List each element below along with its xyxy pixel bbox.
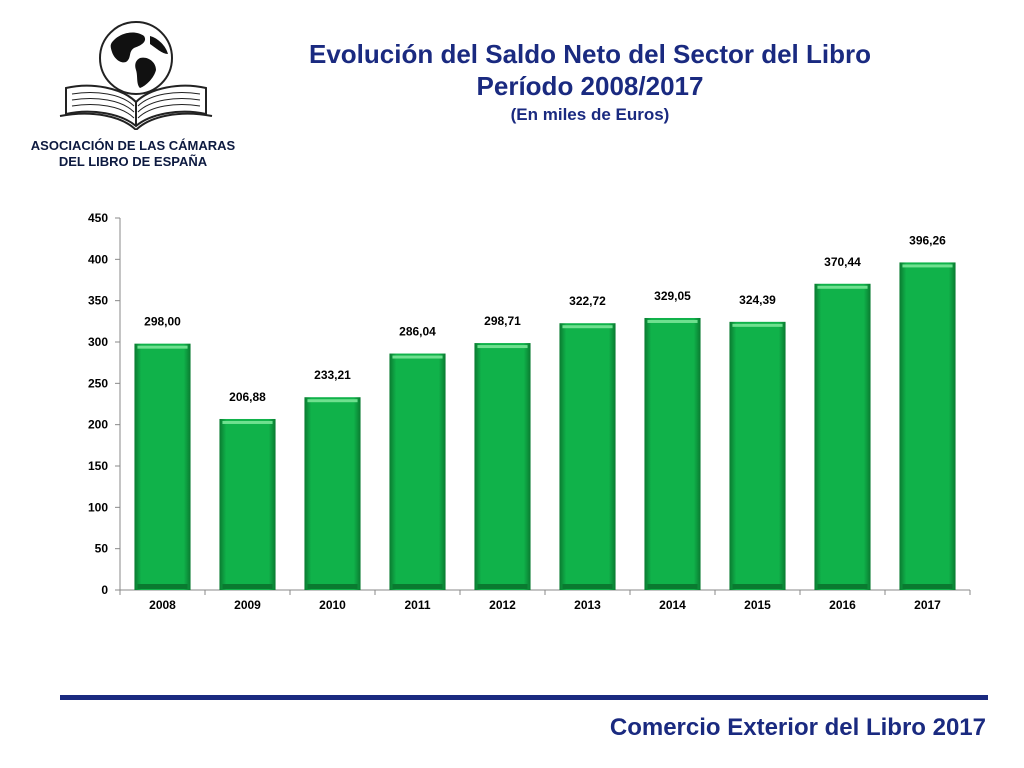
bar — [389, 353, 446, 590]
bar — [644, 317, 701, 590]
association-logo — [52, 18, 220, 132]
bar-top-highlight — [392, 355, 443, 359]
data-label: 322,72 — [569, 294, 606, 308]
x-tick-label: 2011 — [404, 598, 430, 612]
bar-top-highlight — [902, 264, 953, 268]
y-tick-label: 200 — [88, 418, 108, 432]
bar-bottom-shade — [477, 584, 528, 589]
data-label: 298,00 — [144, 315, 181, 329]
y-tick-label: 350 — [88, 294, 108, 308]
x-tick-label: 2015 — [744, 598, 771, 612]
bar-top-highlight — [562, 325, 613, 329]
bar — [304, 397, 361, 590]
data-label: 206,88 — [229, 390, 266, 404]
footer-title: Comercio Exterior del Libro 2017 — [609, 714, 986, 741]
bar-top-highlight — [137, 345, 188, 349]
bar-bottom-shade — [222, 584, 273, 589]
bar-bottom-shade — [392, 584, 443, 589]
association-line-2: DEL LIBRO DE ESPAÑA — [58, 154, 208, 169]
bar-bottom-shade — [902, 584, 953, 589]
title-line-2: Período 2008/2017 — [476, 71, 704, 101]
x-tick-label: 2012 — [489, 598, 516, 612]
bar — [559, 323, 616, 590]
data-label: 286,04 — [399, 325, 436, 339]
x-tick-label: 2008 — [149, 598, 176, 612]
bar-top-highlight — [222, 420, 273, 424]
data-label: 324,39 — [739, 293, 776, 307]
y-tick-label: 0 — [101, 583, 108, 597]
bar-bottom-shade — [562, 584, 613, 589]
x-tick-label: 2010 — [319, 598, 346, 612]
bar-top-highlight — [732, 323, 783, 327]
bar-top-highlight — [477, 345, 528, 349]
x-tick-label: 2013 — [574, 598, 601, 612]
bar-top-highlight — [307, 399, 358, 403]
bar-bottom-shade — [647, 584, 698, 589]
x-tick-label: 2009 — [234, 598, 261, 612]
data-label: 329,05 — [654, 289, 691, 303]
data-label: 298,71 — [484, 314, 521, 328]
y-tick-label: 50 — [95, 542, 109, 556]
title-units: (En miles de Euros) — [510, 105, 670, 124]
bar-bottom-shade — [817, 584, 868, 589]
bar-bottom-shade — [137, 584, 188, 589]
y-tick-label: 300 — [88, 335, 108, 349]
y-tick-label: 250 — [88, 376, 108, 390]
data-label: 396,26 — [909, 233, 946, 247]
bar-top-highlight — [647, 319, 698, 323]
x-tick-label: 2014 — [659, 598, 686, 612]
association-line-1: ASOCIACIÓN DE LAS CÁMARAS — [30, 138, 236, 153]
footer-rule — [60, 695, 988, 700]
association-name: ASOCIACIÓN DE LAS CÁMARAS DEL LIBRO DE E… — [10, 138, 256, 170]
bar-bottom-shade — [732, 584, 783, 589]
bar-bottom-shade — [307, 584, 358, 589]
data-label: 233,21 — [314, 368, 351, 382]
bar — [474, 343, 531, 590]
bar-top-highlight — [817, 285, 868, 289]
bar — [814, 283, 871, 590]
y-tick-label: 150 — [88, 459, 108, 473]
bar-chart: 0 50 100 150 200 250 300 350 400 450 298,00 2008 206… — [88, 211, 971, 612]
bar — [219, 418, 276, 590]
y-tick-label: 100 — [88, 500, 108, 514]
x-tick-label: 2016 — [829, 598, 856, 612]
title-line-1: Evolución del Saldo Neto del Sector del … — [309, 39, 871, 69]
data-label: 370,44 — [824, 255, 861, 269]
bar — [899, 262, 956, 590]
page-title: Evolución del Saldo Neto del Sector del … — [260, 38, 920, 126]
y-tick-label: 450 — [88, 211, 108, 225]
bar — [134, 343, 191, 590]
y-tick-label: 400 — [88, 252, 108, 266]
x-tick-label: 2017 — [914, 598, 941, 612]
bar — [729, 321, 786, 590]
